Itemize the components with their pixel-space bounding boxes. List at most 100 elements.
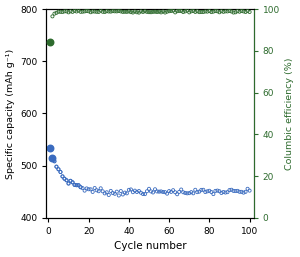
Point — [227, 188, 232, 192]
Point — [127, 188, 131, 192]
Point — [223, 190, 228, 195]
Point — [231, 11, 236, 15]
Point — [127, 10, 131, 14]
Point — [78, 10, 83, 14]
Point — [52, 159, 57, 163]
Point — [133, 10, 137, 14]
Point — [247, 10, 252, 14]
Point — [154, 189, 159, 194]
Point — [96, 189, 101, 193]
Point — [171, 9, 176, 13]
Point — [62, 177, 67, 181]
Point — [92, 10, 97, 14]
Point — [179, 9, 184, 13]
Point — [106, 193, 111, 197]
Point — [112, 9, 117, 13]
Point — [187, 191, 192, 195]
Point — [237, 190, 242, 194]
Point — [147, 187, 152, 191]
Point — [163, 11, 167, 15]
Point — [54, 11, 59, 15]
Point — [139, 9, 143, 13]
Point — [134, 10, 139, 14]
Point — [52, 159, 57, 163]
Point — [141, 192, 146, 196]
Point — [199, 10, 204, 14]
Point — [241, 191, 246, 195]
Point — [50, 156, 55, 160]
Point — [175, 9, 180, 13]
Point — [60, 10, 65, 14]
Point — [223, 9, 228, 13]
Point — [161, 10, 166, 14]
Point — [68, 179, 73, 183]
Point — [169, 9, 173, 13]
Point — [94, 188, 99, 192]
Point — [104, 9, 109, 13]
Point — [82, 189, 87, 193]
Point — [50, 14, 55, 19]
Point — [163, 190, 167, 194]
Point — [165, 10, 170, 14]
Point — [124, 191, 129, 195]
Point — [58, 10, 63, 14]
Point — [181, 190, 186, 194]
Point — [225, 190, 230, 194]
Point — [114, 9, 119, 13]
Point — [209, 10, 214, 14]
Point — [62, 177, 67, 181]
Point — [72, 183, 77, 187]
Point — [78, 185, 83, 189]
Point — [219, 9, 224, 13]
Point — [68, 179, 73, 183]
Point — [157, 190, 161, 194]
Point — [84, 9, 89, 13]
Point — [74, 10, 79, 14]
Point — [197, 190, 202, 194]
Point — [173, 10, 178, 14]
Point — [193, 10, 198, 14]
Point — [147, 10, 152, 14]
Y-axis label: Specific capacity (mAh g⁻¹): Specific capacity (mAh g⁻¹) — [6, 48, 15, 179]
Point — [64, 178, 69, 182]
Point — [90, 190, 95, 194]
Point — [64, 178, 69, 182]
Point — [167, 9, 172, 13]
Point — [231, 189, 236, 193]
Point — [122, 191, 127, 195]
Point — [74, 183, 79, 187]
Point — [116, 194, 121, 198]
Point — [185, 191, 190, 195]
Point — [80, 10, 85, 14]
Point — [66, 10, 71, 14]
Point — [58, 170, 63, 174]
Point — [60, 174, 65, 178]
Point — [201, 10, 206, 14]
X-axis label: Cycle number: Cycle number — [114, 241, 186, 251]
Point — [72, 9, 77, 13]
Point — [88, 187, 93, 191]
Point — [56, 167, 61, 171]
Point — [68, 9, 73, 13]
Point — [76, 8, 81, 13]
Point — [217, 10, 222, 14]
Point — [145, 10, 149, 14]
Point — [191, 191, 196, 195]
Point — [130, 11, 135, 15]
Point — [185, 8, 190, 13]
Point — [154, 10, 159, 14]
Point — [60, 174, 65, 178]
Point — [48, 40, 53, 44]
Point — [171, 188, 176, 192]
Point — [165, 191, 170, 196]
Point — [183, 191, 188, 195]
Point — [108, 189, 113, 193]
Point — [183, 9, 188, 13]
Point — [106, 10, 111, 14]
Point — [217, 189, 222, 193]
Point — [221, 190, 226, 194]
Point — [120, 192, 125, 197]
Point — [56, 167, 61, 171]
Point — [191, 9, 196, 13]
Point — [235, 189, 240, 193]
